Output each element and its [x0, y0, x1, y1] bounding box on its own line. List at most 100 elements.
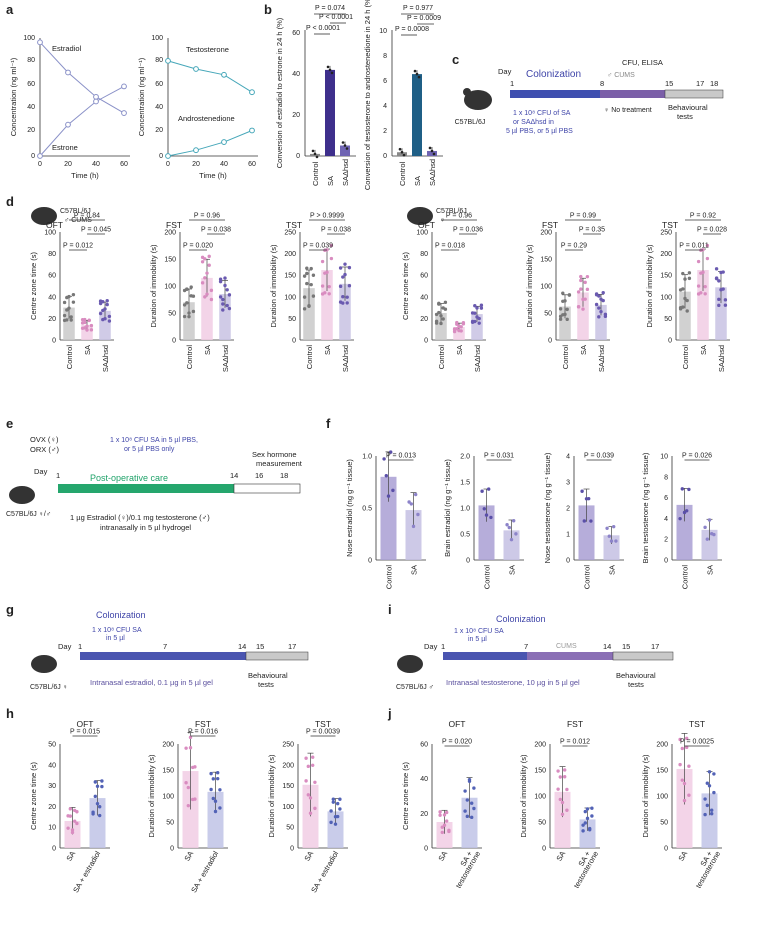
svg-text:Day: Day: [34, 467, 48, 476]
data-point: [336, 801, 340, 806]
svg-text:♀ No treatment: ♀ No treatment: [604, 107, 652, 114]
data-point: [560, 800, 565, 805]
estradiol-label: Estradiol: [52, 44, 82, 53]
data-point: [605, 526, 609, 530]
mouse-icon: [464, 90, 492, 110]
y-tick: 2: [566, 506, 570, 513]
data-point: [87, 318, 91, 323]
y-tick: 100: [660, 294, 672, 301]
data-point: [75, 821, 79, 826]
data-point: [560, 812, 565, 817]
data-point: [579, 278, 583, 283]
y-tick: 100: [282, 804, 294, 811]
data-point: [685, 298, 689, 303]
data-point: [445, 810, 449, 815]
data-point: [567, 293, 572, 297]
data-point: [707, 784, 712, 788]
data-point: [589, 519, 593, 523]
svg-text:SAΔhsd: SAΔhsd: [428, 159, 437, 186]
data-point: [461, 320, 466, 325]
point-estrone-1: [65, 121, 71, 128]
svg-text:7: 7: [163, 642, 167, 651]
p-value: P = 0.015: [70, 729, 100, 736]
svg-text:60: 60: [27, 81, 35, 88]
data-point: [211, 777, 215, 781]
point-estradiol-0: [37, 39, 43, 46]
p-value: P = 0.84: [74, 213, 100, 220]
androstenedione-line: [167, 130, 253, 157]
data-point: [719, 287, 723, 292]
data-point: [556, 787, 560, 791]
svg-text:1 x 10⁸ CFU SA in 5 µl PBS,: 1 x 10⁸ CFU SA in 5 µl PBS,: [110, 437, 198, 444]
data-point: [213, 809, 218, 814]
svg-text:14: 14: [238, 642, 246, 651]
y-tick: 30: [48, 783, 56, 790]
svg-text:10: 10: [379, 28, 387, 35]
category-label: Control: [65, 345, 74, 370]
data-point: [705, 256, 710, 261]
data-point: [218, 806, 222, 810]
point-estrone-2: [93, 98, 99, 105]
y-tick: 150: [282, 783, 294, 790]
y-tick: 2: [664, 537, 668, 544]
data-point: [302, 274, 307, 278]
point-estradiol-2: [93, 93, 99, 100]
bar-1: [405, 510, 422, 560]
svg-text:6: 6: [383, 78, 387, 85]
bar-sa: [412, 74, 422, 156]
data-point: [723, 298, 728, 302]
category-label: SA: [64, 850, 77, 863]
data-point: [479, 303, 484, 307]
data-point: [465, 798, 469, 802]
data-point: [304, 756, 308, 760]
y-tick: 200: [282, 762, 294, 769]
data-point: [439, 314, 443, 318]
y-label: Nose estradiol (ng g⁻¹ tissue): [345, 459, 354, 557]
category-label: SA: [554, 850, 567, 863]
data-point: [434, 319, 439, 323]
data-point: [85, 328, 89, 332]
y-tick: 0: [548, 338, 552, 345]
category-label: Control: [483, 565, 492, 590]
data-point: [470, 311, 475, 315]
data-point: [69, 315, 73, 319]
bar-0: [676, 768, 693, 848]
data-point: [509, 537, 514, 542]
category-label: SAΔhsd: [717, 345, 726, 372]
y-label: Duration of immobility (s): [267, 754, 276, 837]
data-point: [409, 502, 413, 506]
data-point: [187, 314, 191, 319]
y-tick: 1.0: [460, 506, 470, 513]
svg-text:80: 80: [155, 57, 163, 64]
y-label: Duration of immobility (s): [519, 754, 528, 837]
y-label: Duration of immobility (s): [641, 754, 650, 837]
y-tick: 150: [162, 768, 174, 775]
data-point: [609, 539, 614, 543]
svg-text:0: 0: [38, 161, 42, 168]
data-point: [203, 257, 207, 261]
data-point: [305, 271, 309, 276]
y-tick: 0: [290, 846, 294, 853]
data-point: [443, 307, 448, 311]
svg-text:0: 0: [31, 153, 35, 160]
svg-text:1: 1: [510, 79, 514, 88]
g-colonization-bar: [80, 652, 246, 660]
data-point: [687, 271, 692, 275]
p-value: P = 0.038: [321, 227, 351, 234]
data-point: [308, 796, 313, 800]
y-label: Duration of immobility (s): [147, 754, 156, 837]
data-point: [685, 309, 689, 313]
y-tick: 250: [660, 230, 672, 237]
dot: [417, 75, 421, 79]
panel-i-timeline: Colonization 1 x 10⁸ CFU SA in 5 µl Day …: [396, 614, 674, 691]
data-point: [447, 829, 451, 834]
y-tick: 150: [534, 768, 546, 775]
y-tick: 100: [416, 230, 428, 237]
data-point: [487, 487, 491, 491]
data-point: [313, 780, 317, 784]
data-point: [443, 300, 448, 305]
data-point: [710, 808, 714, 812]
data-point: [313, 806, 317, 811]
y-label: Centre zone time (s): [29, 252, 38, 320]
